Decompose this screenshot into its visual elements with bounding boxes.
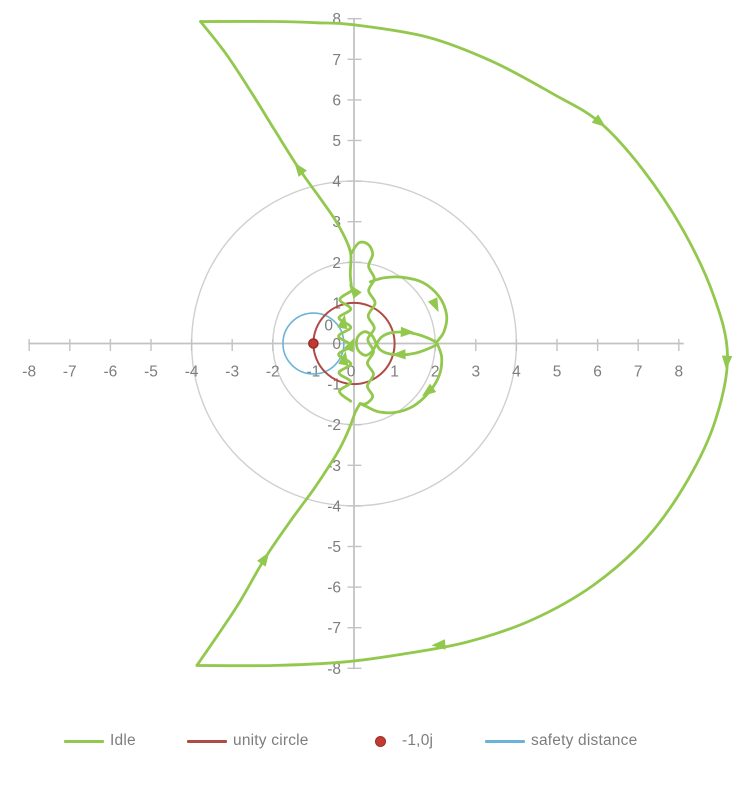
idle-direction-arrow: [591, 114, 606, 128]
critical-point-marker: [308, 338, 319, 349]
idle-direction-arrow: [343, 337, 355, 353]
x-tick-label: 5: [553, 364, 562, 381]
legend-label-critical-point: -1,0j: [402, 732, 434, 749]
idle-curve-segment: [368, 275, 449, 343]
idle-curve-segment: [358, 342, 444, 415]
chart-legend: Idle unity circle -1,0j safety distance: [0, 726, 740, 756]
x-tick-label: -1: [307, 364, 321, 381]
x-tick-label: 7: [634, 364, 643, 381]
legend-swatch-idle-line-icon: [64, 739, 104, 743]
legend-label-idle: Idle: [110, 732, 136, 749]
legend-label-safety-distance: safety distance: [531, 732, 638, 749]
idle-curve-segment: [199, 20, 354, 293]
idle-curve-segment: [195, 402, 362, 667]
idle-direction-arrow: [337, 314, 348, 330]
y-tick-label: 2: [332, 255, 341, 272]
idle-direction-arrow: [391, 349, 406, 360]
legend-item-safety-distance: safety distance: [485, 726, 637, 756]
x-tick-label: -7: [63, 364, 77, 381]
extra-origin-label: 0: [324, 318, 333, 335]
x-tick-label: 1: [390, 364, 399, 381]
legend-label-unity-circle: unity circle: [233, 732, 309, 749]
idle-direction-arrow: [427, 297, 439, 313]
chart-canvas: -8 -7 -6 -5 -4 -3 -2 -1 0 1 2 3 4 5 6 7 8876543210-1-2-3…: [22, 11, 733, 678]
x-tick-label: -3: [225, 364, 239, 381]
x-tick-label: -4: [185, 364, 199, 381]
idle-direction-arrow: [349, 284, 362, 299]
y-tick-label: -5: [327, 539, 341, 556]
idle-direction-arrow: [421, 383, 437, 397]
y-tick-label: 8: [332, 11, 341, 28]
y-tick-label: -6: [327, 580, 341, 597]
y-tick-label: -7: [327, 620, 341, 637]
y-tick-label: -2: [327, 417, 341, 434]
idle-direction-arrow: [294, 162, 307, 177]
legend-item-critical-point: -1,0j: [375, 726, 433, 756]
idle-direction-arrow: [431, 639, 446, 650]
legend-swatch-critical-point-dot-icon: [375, 735, 386, 747]
y-tick-label: 0: [332, 336, 341, 353]
x-tick-label: 3: [471, 364, 480, 381]
x-tick-label: 2: [431, 364, 440, 381]
x-tick-label: -5: [144, 364, 158, 381]
x-tick-label: 8: [674, 364, 683, 381]
safety-distance-circle: [282, 312, 345, 375]
idle-direction-arrow: [257, 552, 270, 567]
x-tick-label: -6: [104, 364, 118, 381]
y-tick-label: -4: [327, 498, 341, 515]
x-tick-label: 6: [593, 364, 602, 381]
legend-item-unity-circle: unity circle: [187, 726, 309, 756]
x-tick-label: 4: [512, 364, 521, 381]
y-tick-label: 4: [332, 174, 341, 191]
idle-direction-arrow: [338, 351, 349, 366]
x-tick-label: -8: [22, 364, 36, 381]
legend-swatch-safety-distance-line-icon: [485, 739, 525, 743]
idle-curve-segment: [349, 240, 377, 406]
y-tick-label: 1: [332, 295, 341, 312]
x-tick-label: 0: [347, 364, 356, 381]
y-tick-label: 7: [332, 52, 341, 69]
idle-direction-arrow: [721, 355, 733, 370]
idle-curve-segment: [195, 20, 729, 668]
y-tick-label: 6: [332, 92, 341, 109]
x-tick-label: -2: [266, 364, 280, 381]
legend-item-idle: Idle: [64, 726, 136, 756]
y-tick-label: -8: [327, 661, 341, 678]
legend-swatch-unity-circle-line-icon: [187, 739, 227, 743]
y-tick-label: 5: [332, 133, 341, 150]
idle-direction-arrow: [400, 326, 415, 338]
